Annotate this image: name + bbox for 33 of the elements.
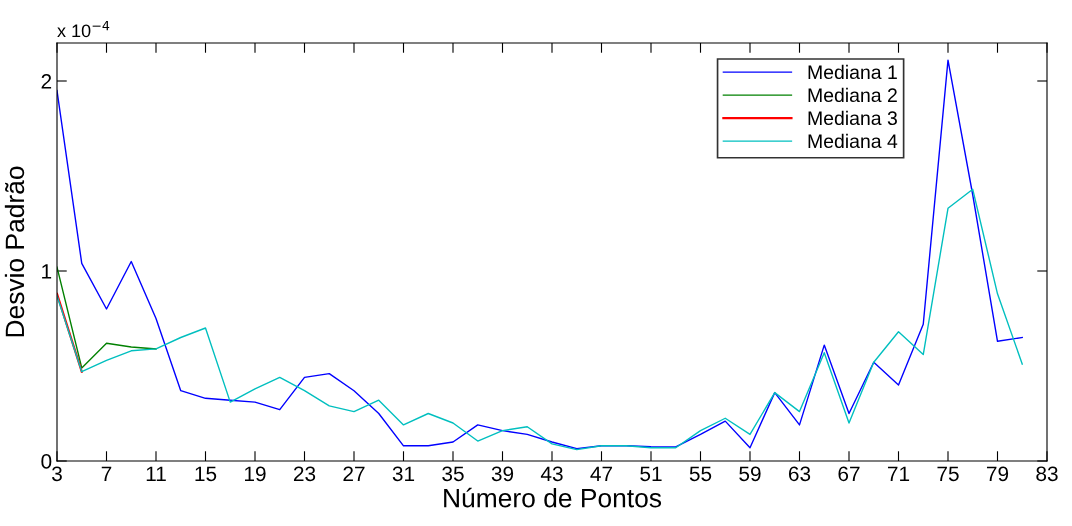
- x-tick-label: 7: [101, 466, 112, 481]
- text: x 10$^{−4}$: [57, 20, 110, 38]
- line-series: [57, 59, 1023, 450]
- x-tick-label: 67: [838, 466, 860, 482]
- y-tick-label: 2: [41, 74, 52, 89]
- x-tick-label: 23: [293, 466, 316, 482]
- x-tick-label: 27: [343, 466, 365, 481]
- line-series: [57, 188, 1023, 451]
- x-tick-label: 75: [937, 466, 959, 482]
- x-tick-label: 79: [986, 466, 1009, 482]
- x-tick-label: 39: [491, 466, 514, 482]
- x-tick-label: 59: [739, 466, 761, 482]
- x-tick-label: 3: [52, 466, 62, 482]
- y-tick-label: 0: [41, 454, 52, 469]
- legend-label: Mediana 4: [808, 133, 898, 149]
- x-tick-label: 51: [640, 466, 662, 482]
- x-tick-label: 35: [442, 466, 464, 482]
- x-tick-label: 19: [245, 466, 266, 482]
- x-tick-label: 83: [1036, 466, 1058, 482]
- x-tick-label: 31: [392, 466, 415, 482]
- x-tick-label: 11: [146, 466, 166, 481]
- x-tick-label: 15: [195, 466, 217, 482]
- x-tick-label: 43: [540, 466, 563, 482]
- x-tick-label: 71: [887, 466, 910, 481]
- y-tick-label: 1: [42, 264, 52, 279]
- x-tick-label: 47: [590, 466, 613, 481]
- x-axis-title: Número de Pontos: [444, 487, 662, 508]
- legend-label: Mediana 1: [808, 64, 897, 80]
- legend-label: Mediana 3: [808, 110, 897, 126]
- y-axis-title: Desvio Padrão: [4, 166, 25, 337]
- x-tick-label: 63: [788, 466, 811, 482]
- x-tick-label: 55: [689, 466, 712, 482]
- legend-label: Mediana 2: [808, 87, 897, 103]
